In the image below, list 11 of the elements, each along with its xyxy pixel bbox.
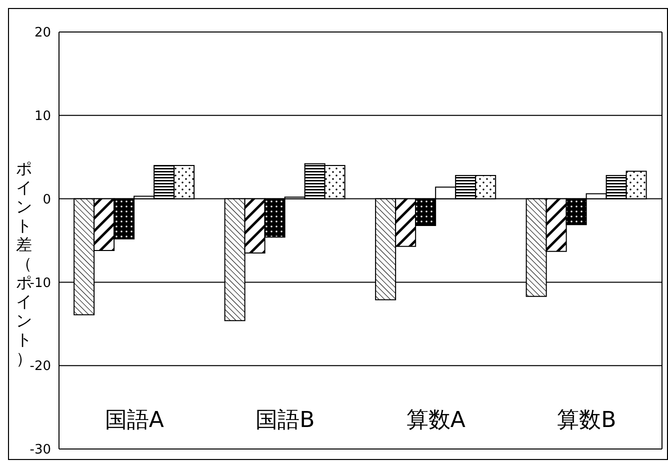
- y-tick-label: -30: [30, 442, 51, 458]
- y-tick-label: 10: [34, 109, 51, 124]
- y-tick-label: 0: [42, 192, 51, 208]
- x-tick-label: 算数A: [406, 408, 466, 433]
- y-tick-label: -10: [30, 276, 51, 291]
- x-tick-label: 国語A: [104, 408, 164, 433]
- y-tick-label: -20: [30, 359, 51, 374]
- x-tick-label: 算数B: [557, 408, 616, 433]
- text: ポイント差（ポイント）: [16, 159, 32, 368]
- y-tick-label: 20: [34, 26, 51, 41]
- x-tick-label: 国語B: [256, 408, 315, 433]
